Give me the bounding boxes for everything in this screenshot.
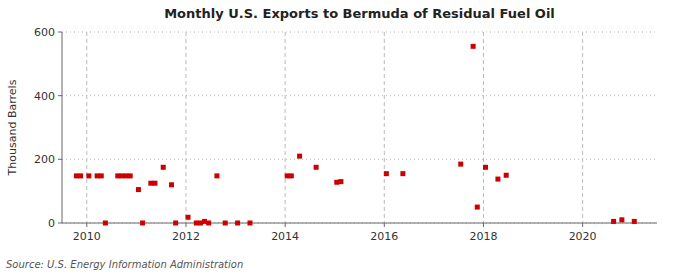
y-tick xyxy=(58,223,62,224)
chart: Monthly U.S. Exports to Bermuda of Resid… xyxy=(0,0,675,275)
point xyxy=(471,44,476,49)
point xyxy=(314,165,319,170)
point xyxy=(475,205,480,210)
x-grid-line xyxy=(285,32,286,223)
y-grid-line xyxy=(62,223,657,224)
point xyxy=(495,177,500,182)
point xyxy=(458,162,463,167)
x-tick-label: 2016 xyxy=(370,230,398,243)
point xyxy=(173,221,178,226)
point xyxy=(504,173,509,178)
point xyxy=(289,173,294,178)
point xyxy=(99,173,104,178)
x-tick xyxy=(86,223,87,227)
y-tick-label: 400 xyxy=(34,90,55,103)
x-tick-label: 2012 xyxy=(172,230,200,243)
title: Monthly U.S. Exports to Bermuda of Resid… xyxy=(164,6,555,21)
point xyxy=(235,221,240,226)
y-tick-label: 600 xyxy=(34,26,55,39)
x-tick xyxy=(185,223,186,227)
y-axis-line xyxy=(62,32,63,223)
point xyxy=(297,154,302,159)
y-axis-label: Thousand Barrels xyxy=(6,79,19,176)
x-grid-line xyxy=(483,32,484,223)
points xyxy=(74,44,637,226)
source: Source: U.S. Energy Information Administ… xyxy=(6,259,243,270)
y-tick xyxy=(58,32,62,33)
x-grid-line xyxy=(86,32,87,223)
x-axis-line xyxy=(62,223,657,224)
point xyxy=(338,179,343,184)
y-grid-line xyxy=(62,32,657,33)
x-tick xyxy=(384,223,385,227)
point xyxy=(161,165,166,170)
grid xyxy=(62,32,657,223)
point xyxy=(86,173,91,178)
point xyxy=(632,219,637,224)
y-grid-line xyxy=(62,95,657,96)
x-tick-label: 2020 xyxy=(569,230,597,243)
x-tick-label: 2014 xyxy=(271,230,299,243)
point xyxy=(78,173,83,178)
point xyxy=(223,221,228,226)
x-grid-line xyxy=(384,32,385,223)
point xyxy=(483,165,488,170)
y-grid-line xyxy=(62,159,657,160)
point xyxy=(169,182,174,187)
x-tick xyxy=(582,223,583,227)
x-tick xyxy=(483,223,484,227)
point xyxy=(400,171,405,176)
point xyxy=(611,219,616,224)
x-tick-label: 2018 xyxy=(469,230,497,243)
point xyxy=(248,221,253,226)
x-tick-label: 2010 xyxy=(73,230,101,243)
point xyxy=(128,173,133,178)
x-tick xyxy=(285,223,286,227)
point xyxy=(103,221,108,226)
point xyxy=(384,171,389,176)
y-tick xyxy=(58,95,62,96)
x-grid-line xyxy=(582,32,583,223)
x-grid-line xyxy=(185,32,186,223)
point xyxy=(152,181,157,186)
point xyxy=(619,217,624,222)
point xyxy=(214,173,219,178)
y-tick xyxy=(58,159,62,160)
y-tick-label: 200 xyxy=(34,153,55,166)
point xyxy=(186,215,191,220)
point xyxy=(136,187,141,192)
point xyxy=(140,221,145,226)
y-tick-label: 0 xyxy=(48,217,55,230)
point xyxy=(206,221,211,226)
axes: 0 200 400 600 2010 2012 2014 2016 2018 2020 xyxy=(34,26,657,243)
